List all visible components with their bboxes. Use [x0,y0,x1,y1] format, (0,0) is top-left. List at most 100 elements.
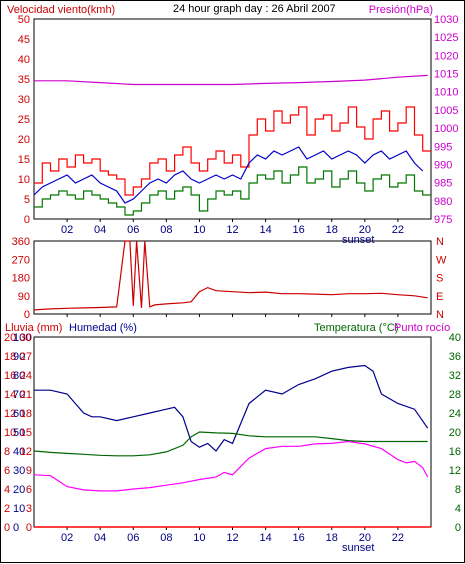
sunset-label: sunset [342,542,374,554]
x-tick-label: 02 [61,224,73,236]
plot-frame-1 [33,18,432,220]
humidity-tick-label: 20 [13,484,25,496]
temperature-tick-label: 28 [449,389,461,401]
compass-tick-label: W [436,254,447,266]
pressure-tick-label: 985 [434,178,452,190]
temperature-tick-label: 40 [449,332,461,344]
wind-direction-line [33,240,428,311]
temperature-tick-label: 32 [449,370,461,382]
wind-tick-label: 25 [18,114,30,126]
dewpoint-axis-label: Punto rocío [394,322,450,334]
humidity-tick-label: 30 [13,465,25,477]
rain-tick-label: 18 [4,351,16,363]
rain-tick-label: 0 [4,522,10,534]
wind-tick-label: 15 [18,154,30,166]
rain-tick-label: 20 [4,332,16,344]
rain-inner-tick-label: 9 [26,465,32,477]
x-tick-label: 16 [293,224,305,236]
wind-tick-label: 40 [18,54,30,66]
temperature-line [33,431,428,457]
wind-avg-line [33,146,424,204]
rain-inner-tick-label: 3 [26,503,32,515]
x-tick-label: 04 [94,532,106,544]
x-tick-label: 22 [392,532,404,544]
compass-tick-label: N [436,309,444,321]
x-tick-label: 20 [359,224,371,236]
x-tick-label: 08 [160,532,172,544]
rain-inner-tick-label: 12 [20,446,32,458]
plot-frame-2 [33,240,432,315]
rain-inner-tick-label: 30 [20,332,32,344]
wind-tick-label: 5 [24,194,30,206]
wind-tick-label: 30 [18,94,30,106]
rain-axis-label: Lluvia (mm) [5,322,62,334]
x-tick-label: 02 [61,532,73,544]
humidity-tick-label: 40 [13,446,25,458]
humidity-tick-label: 0 [13,522,19,534]
pressure-tick-label: 1025 [434,32,458,44]
temperature-tick-label: 0 [455,522,461,534]
humidity-line [34,364,429,452]
x-tick-label: 12 [226,532,238,544]
chart-layer: 0202040406060808101012121414161618182020… [4,14,461,554]
direction-tick-label: 90 [18,291,30,303]
x-tick-label: 04 [94,224,106,236]
pressure-tick-label: 1005 [434,105,458,117]
wind-min-line [34,166,431,216]
x-tick-label: 06 [127,224,139,236]
x-tick-label: 08 [160,224,172,236]
humidity-tick-label: 80 [13,370,25,382]
x-tick-label: 14 [259,532,271,544]
direction-tick-label: 270 [12,254,30,266]
x-tick-label: 22 [392,224,404,236]
rain-tick-label: 12 [4,408,16,420]
compass-tick-label: N [436,236,444,248]
rain-inner-tick-label: 24 [20,370,32,382]
wind-tick-label: 10 [18,174,30,186]
pressure-tick-label: 1000 [434,123,458,135]
humidity-tick-label: 70 [13,389,25,401]
rain-inner-tick-label: 6 [26,484,32,496]
pressure-axis-label: Presión(hPa) [369,4,433,16]
rain-tick-label: 6 [4,465,10,477]
chart-title: 24 hour graph day : 26 Abril 2007 [173,3,336,15]
humidity-tick-label: 50 [13,427,25,439]
rain-tick-label: 10 [4,427,16,439]
direction-tick-label: 360 [12,236,30,248]
pressure-tick-label: 1020 [434,50,458,62]
rain-tick-label: 14 [4,389,16,401]
pressure-tick-label: 990 [434,159,452,171]
temperature-tick-label: 20 [449,427,461,439]
wind-tick-label: 0 [24,214,30,226]
sunset-label: sunset [342,234,374,246]
wind-tick-label: 45 [18,34,30,46]
x-tick-label: 10 [193,224,205,236]
pressure-tick-label: 1015 [434,69,458,81]
x-tick-label: 18 [326,532,338,544]
compass-tick-label: E [436,291,443,303]
pressure-tick-label: 1010 [434,87,458,99]
x-tick-label: 06 [127,532,139,544]
rain-inner-tick-label: 15 [20,427,32,439]
pressure-line [34,74,428,86]
humidity-tick-label: 60 [13,408,25,420]
temperature-tick-label: 16 [449,446,461,458]
dewpoint-line [33,440,429,492]
rain-tick-label: 4 [4,484,10,496]
humidity-axis-label: Humedad (%) [69,322,137,334]
humidity-tick-label: 10 [13,503,25,515]
rain-tick-label: 8 [4,446,10,458]
compass-tick-label: S [436,273,443,285]
rain-inner-tick-label: 18 [20,408,32,420]
pressure-tick-label: 975 [434,214,452,226]
x-tick-label: 14 [259,224,271,236]
x-tick-label: 20 [359,532,371,544]
x-tick-label: 10 [193,532,205,544]
pressure-tick-label: 995 [434,141,452,153]
x-tick-label: 16 [293,532,305,544]
temperature-tick-label: 24 [449,408,461,420]
rain-tick-label: 16 [4,370,16,382]
direction-tick-label: 180 [12,273,30,285]
